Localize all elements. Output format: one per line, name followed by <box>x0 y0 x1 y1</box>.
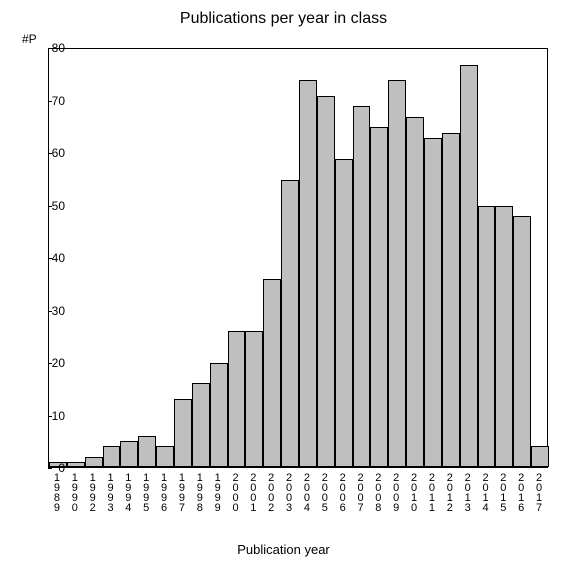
x-tick-label: 2016 <box>515 472 526 512</box>
x-tick-label: 2008 <box>372 472 383 512</box>
bar <box>210 363 228 468</box>
x-tick-label: 2001 <box>247 472 258 512</box>
x-tick-label: 2014 <box>480 472 491 512</box>
y-tick-mark <box>48 311 52 312</box>
y-tick-mark <box>48 416 52 417</box>
x-tick-label: 2005 <box>319 472 330 512</box>
bar <box>478 206 496 467</box>
x-tick-label: 2002 <box>265 472 276 512</box>
bar <box>299 80 317 467</box>
bar <box>513 216 531 467</box>
bar <box>442 133 460 467</box>
x-tick-label: 1990 <box>69 472 80 512</box>
x-tick-label: 1995 <box>140 472 151 512</box>
x-tick-label: 1996 <box>158 472 169 512</box>
x-tick-label: 2011 <box>426 472 437 512</box>
bar <box>85 457 103 467</box>
x-axis-label: Publication year <box>0 542 567 557</box>
bar <box>335 159 353 467</box>
y-tick-mark <box>48 153 52 154</box>
x-tick-label: 2015 <box>497 472 508 512</box>
x-tick-label: 2003 <box>283 472 294 512</box>
x-tick-label: 1999 <box>212 472 223 512</box>
bar <box>460 65 478 467</box>
x-tick-label: 2010 <box>408 472 419 512</box>
chart-container: Publications per year in class #P Public… <box>0 0 567 567</box>
x-tick-label: 1994 <box>122 472 133 512</box>
y-tick-mark <box>48 48 52 49</box>
bar <box>245 331 263 467</box>
x-tick-label: 2000 <box>230 472 241 512</box>
x-tick-label: 1993 <box>105 472 116 512</box>
x-tick-label: 2006 <box>337 472 348 512</box>
bar <box>67 462 85 467</box>
y-tick-mark <box>48 468 52 469</box>
bar <box>353 106 371 467</box>
bar <box>495 206 513 467</box>
bar <box>228 331 246 467</box>
x-tick-label: 2013 <box>462 472 473 512</box>
x-tick-label: 1997 <box>176 472 187 512</box>
bar <box>281 180 299 467</box>
x-tick-label: 1989 <box>51 472 62 512</box>
bar <box>103 446 121 467</box>
x-tick-label: 2004 <box>301 472 312 512</box>
bar <box>138 436 156 467</box>
bar <box>120 441 138 467</box>
x-tick-label: 1992 <box>87 472 98 512</box>
x-tick-label: 2007 <box>355 472 366 512</box>
x-tick-label: 2012 <box>444 472 455 512</box>
y-tick-mark <box>48 258 52 259</box>
x-tick-label: 1998 <box>194 472 205 512</box>
bar <box>531 446 549 467</box>
bar <box>388 80 406 467</box>
bar <box>406 117 424 467</box>
x-tick-label: 2017 <box>533 472 544 512</box>
y-tick-mark <box>48 206 52 207</box>
chart-title: Publications per year in class <box>0 10 567 28</box>
bar <box>370 127 388 467</box>
x-tick-label: 2009 <box>390 472 401 512</box>
bar <box>174 399 192 467</box>
plot-area <box>48 48 548 468</box>
bar <box>156 446 174 467</box>
bar <box>263 279 281 467</box>
bar <box>192 383 210 467</box>
y-tick-mark <box>48 363 52 364</box>
y-tick-mark <box>48 101 52 102</box>
bar <box>424 138 442 467</box>
bar <box>317 96 335 467</box>
